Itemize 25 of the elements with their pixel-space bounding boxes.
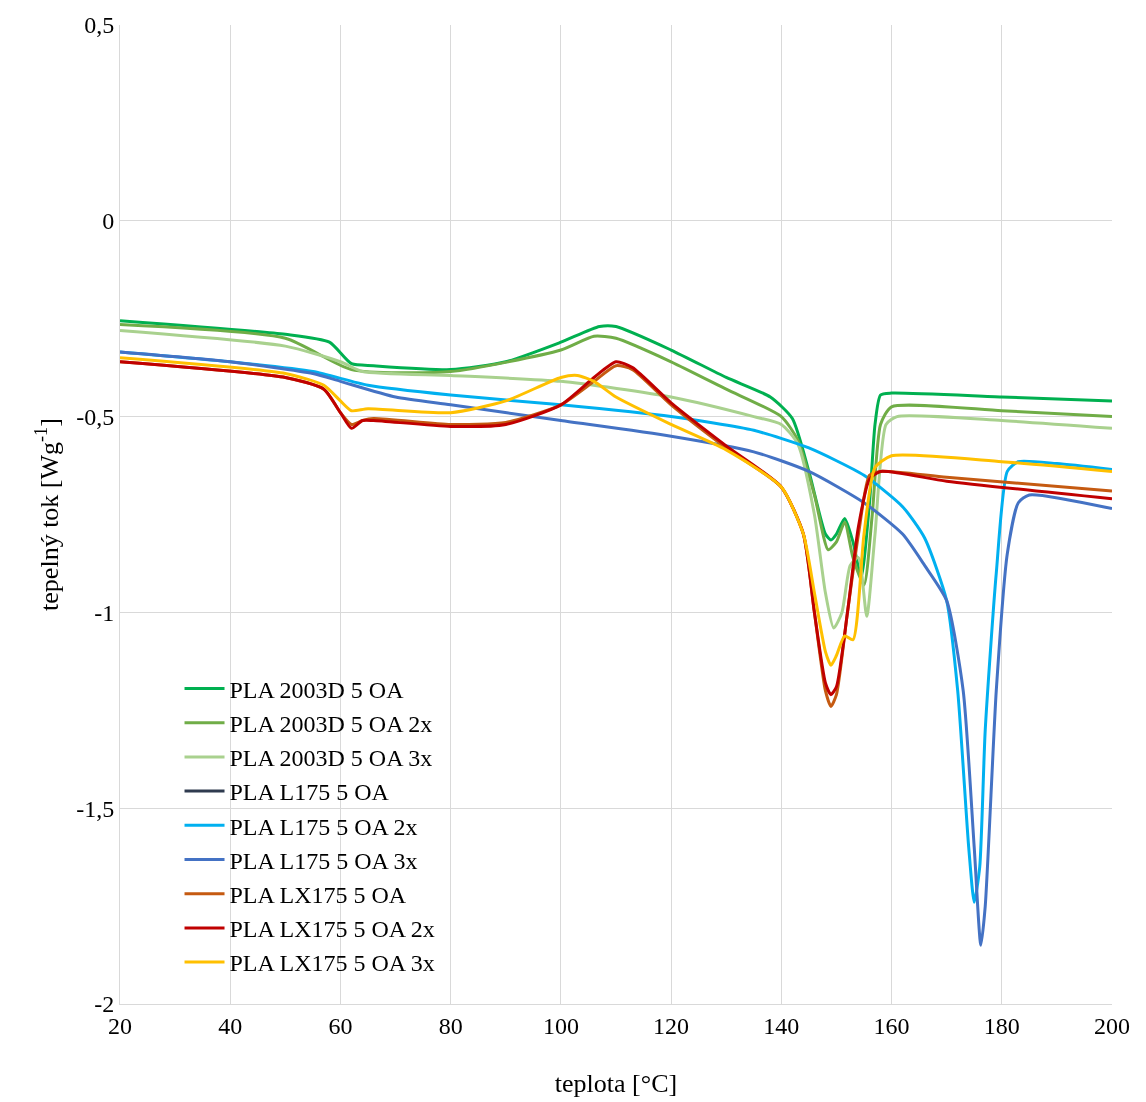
x-tick-label: 40 — [218, 1012, 243, 1039]
legend-label: PLA 2003D 5 OA 2x — [229, 711, 433, 738]
x-tick-label: 80 — [438, 1012, 463, 1039]
x-tick-label: 180 — [983, 1012, 1020, 1039]
line-series — [120, 328, 1112, 630]
y-tick-label: 0,5 — [84, 12, 115, 39]
legend-label: PLA L175 5 OA 3x — [229, 847, 418, 874]
x-tick-label: 60 — [328, 1012, 353, 1039]
legend-label: PLA L175 5 OA 2x — [229, 813, 418, 840]
x-tick-label: 140 — [763, 1012, 800, 1039]
legend-label: PLA L175 5 OA — [229, 779, 390, 806]
x-tick-label: 200 — [1094, 1012, 1130, 1039]
legend-label: PLA 2003D 5 OA — [229, 676, 405, 703]
legend-label: PLA 2003D 5 OA 3x — [229, 745, 433, 772]
legend-label: PLA LX175 5 OA — [229, 882, 407, 909]
x-tick-label: 100 — [542, 1012, 579, 1039]
x-tick-label: 160 — [873, 1012, 910, 1039]
y-tick-label: -1 — [94, 599, 115, 626]
x-axis-title: teplota [°C] — [554, 1069, 678, 1098]
y-tick-label: -0,5 — [76, 404, 115, 430]
legend-label: PLA LX175 5 OA 3x — [229, 950, 435, 977]
y-tick-label: -1,5 — [76, 795, 115, 822]
x-tick-label: 120 — [653, 1012, 690, 1039]
legend-label: PLA LX175 5 OA 2x — [229, 916, 435, 943]
y-tick-label: 0 — [102, 208, 115, 235]
